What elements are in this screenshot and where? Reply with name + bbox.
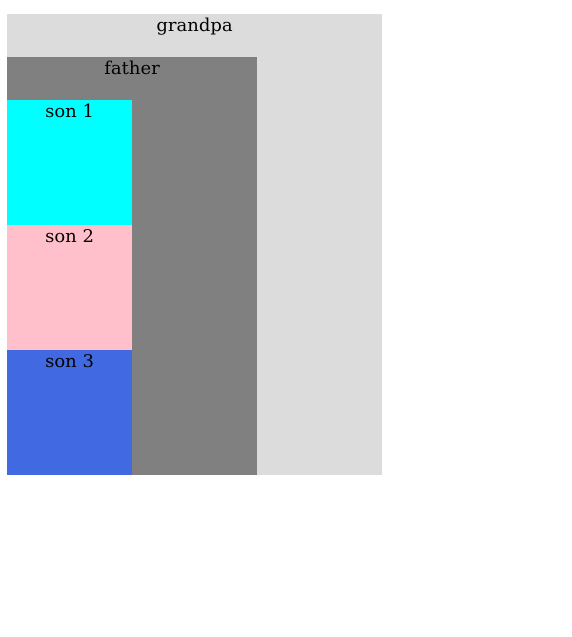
son-1-label: son 1 [45, 101, 94, 122]
son-3-label: son 3 [45, 351, 94, 372]
son-2-box: son 2 [7, 225, 132, 350]
father-label: father [104, 58, 160, 79]
grandpa-label: grandpa [156, 15, 233, 36]
son-3-box: son 3 [7, 350, 132, 475]
father-box: father son 1 son 2 son 3 [7, 57, 257, 475]
son-1-box: son 1 [7, 100, 132, 225]
grandpa-box: grandpa father son 1 son 2 son 3 [7, 14, 382, 475]
son-2-label: son 2 [45, 226, 94, 247]
